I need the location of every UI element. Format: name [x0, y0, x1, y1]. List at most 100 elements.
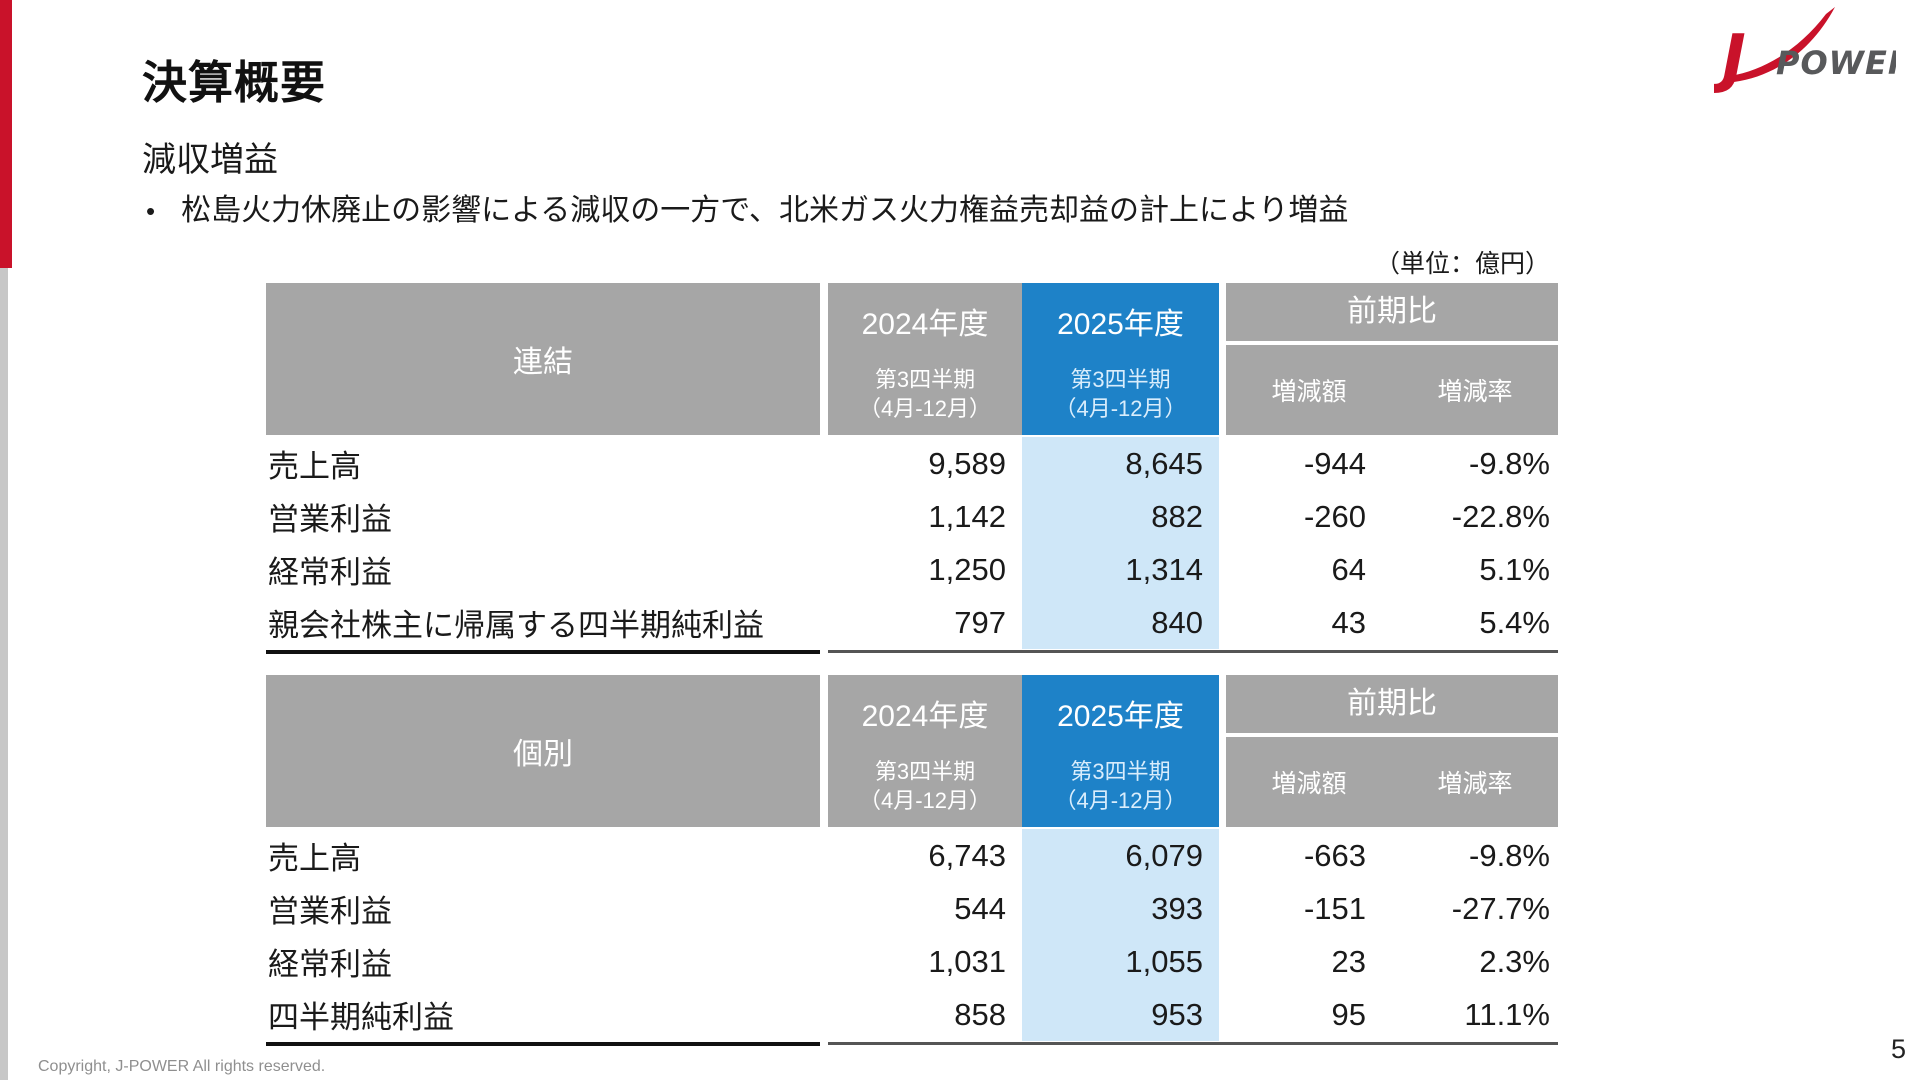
- column-gap: [1219, 675, 1226, 827]
- comparison-title: 前期比: [1226, 283, 1558, 341]
- fy2025-year-label: 2025年度: [1057, 308, 1184, 341]
- fy2024-header-cell: 2024年度 第3四半期 （4月-12月）: [828, 675, 1022, 827]
- fy2024-value: 1,031: [928, 943, 1006, 979]
- fy2025-period-line1: 第3四半期: [1070, 366, 1171, 392]
- jpower-logo: J POWER: [1714, 7, 1896, 96]
- row-label: 売上高: [268, 449, 361, 484]
- fy2024-value: 544: [954, 890, 1006, 926]
- table-row: 営業利益 544 393 -151 -27.7%: [266, 882, 1558, 935]
- fy2024-year-label: 2024年度: [861, 308, 989, 341]
- row-label: 営業利益: [268, 894, 392, 929]
- bottom-border-left: [266, 1042, 820, 1046]
- logo-swoosh-icon: [1730, 7, 1835, 82]
- row-label: 四半期純利益: [268, 1000, 454, 1035]
- fy2024-value: 9,589: [928, 445, 1006, 481]
- fy2025-value: 840: [1022, 596, 1219, 649]
- table-row: 経常利益 1,031 1,055 23 2.3%: [266, 935, 1558, 988]
- fy2025-value: 8,645: [1022, 437, 1219, 490]
- fy2024-value: 1,250: [928, 551, 1006, 587]
- scope-header-cell: 連結: [266, 283, 820, 435]
- change-amount-value: -260: [1303, 498, 1366, 534]
- table-row: 四半期純利益 858 953 95 11.1%: [266, 988, 1558, 1041]
- logo-wordmark: POWER: [1776, 44, 1896, 82]
- page-number: 5: [1890, 1034, 1906, 1064]
- nonconsolidated-table-body: 売上高 6,743 6,079 -663 -9.8% 営業利益 544 393 …: [266, 829, 1558, 1041]
- change-rate-value: 5.4%: [1479, 604, 1550, 640]
- fy2025-value: 1,055: [1022, 935, 1219, 988]
- row-label: 親会社株主に帰属する四半期純利益: [268, 608, 764, 643]
- table-bottom-border: [266, 650, 1558, 654]
- change-amount-header: 増減額: [1271, 378, 1347, 406]
- change-rate-value: 5.1%: [1479, 551, 1550, 587]
- column-gap: [820, 675, 828, 827]
- consolidated-table-body: 売上高 9,589 8,645 -944 -9.8% 営業利益 1,142 88…: [266, 437, 1558, 649]
- fy2025-period-line1: 第3四半期: [1070, 758, 1171, 784]
- fy2024-period-line1: 第3四半期: [874, 758, 976, 784]
- summary-bullet-text: 松島火力休廃止の影響による減収の一方で、北米ガス火力権益売却益の計上により増益: [181, 194, 1349, 227]
- table-row: 売上高 6,743 6,079 -663 -9.8%: [266, 829, 1558, 882]
- copyright-text: Copyright, J-POWER All rights reserved.: [38, 1058, 326, 1075]
- fy2024-value: 858: [954, 996, 1006, 1032]
- row-label: 経常利益: [268, 947, 392, 982]
- change-rate-value: 11.1%: [1464, 996, 1550, 1032]
- column-gap: [1219, 283, 1226, 435]
- change-rate-value: 2.3%: [1479, 943, 1550, 979]
- fy2024-value: 797: [954, 604, 1006, 640]
- fy2024-year-label: 2024年度: [861, 700, 989, 733]
- comparison-title: 前期比: [1226, 675, 1558, 733]
- scope-header-cell: 個別: [266, 675, 820, 827]
- comparison-divider: [1226, 733, 1558, 737]
- bottom-border-left: [266, 650, 820, 654]
- change-amount-value: -663: [1303, 837, 1366, 873]
- comparison-subheaders: 増減額 増減率: [1226, 737, 1558, 827]
- change-amount-value: 23: [1331, 943, 1366, 979]
- table-row: 売上高 9,589 8,645 -944 -9.8%: [266, 437, 1558, 490]
- fy2024-value: 1,142: [928, 498, 1006, 534]
- fy2025-period-label: 第3四半期 （4月-12月）: [1054, 757, 1186, 815]
- change-amount-value: 64: [1331, 551, 1366, 587]
- consolidated-table-header: 連結 2024年度 第3四半期 （4月-12月） 2025年度 第3四半期 （4…: [266, 283, 1558, 435]
- fy2025-header-cell: 2025年度 第3四半期 （4月-12月）: [1022, 283, 1219, 435]
- bottom-border-right: [828, 650, 1558, 653]
- fy2025-value: 882: [1022, 490, 1219, 543]
- page-title: 決算概要: [142, 57, 327, 108]
- change-rate-value: -27.7%: [1451, 890, 1550, 926]
- fy2024-period-label: 第3四半期 （4月-12月）: [859, 365, 991, 423]
- fy2025-value: 1,314: [1022, 543, 1219, 596]
- page-subtitle: 減収増益: [142, 141, 278, 179]
- change-amount-value: 95: [1331, 996, 1366, 1032]
- column-gap: [820, 283, 828, 435]
- comparison-subheaders: 増減額 増減率: [1226, 345, 1558, 435]
- fy2024-value: 6,743: [928, 837, 1006, 873]
- row-label: 営業利益: [268, 502, 392, 537]
- left-edge-gray-bar: [0, 268, 8, 1080]
- fy2025-value: 393: [1022, 882, 1219, 935]
- table-row: 親会社株主に帰属する四半期純利益 797 840 43 5.4%: [266, 596, 1558, 649]
- fy2025-year-label: 2025年度: [1057, 700, 1184, 733]
- nonconsolidated-table-header: 個別 2024年度 第3四半期 （4月-12月） 2025年度 第3四半期 （4…: [266, 675, 1558, 827]
- fy2025-value: 6,079: [1022, 829, 1219, 882]
- unit-note: （単位：億円）: [1374, 250, 1550, 278]
- change-rate-value: -22.8%: [1451, 498, 1550, 534]
- table-row: 経常利益 1,250 1,314 64 5.1%: [266, 543, 1558, 596]
- comparison-header-cell: 前期比 増減額 増減率: [1226, 675, 1558, 827]
- fy2024-period-line1: 第3四半期: [874, 366, 976, 392]
- fy2025-period-label: 第3四半期 （4月-12月）: [1054, 365, 1186, 423]
- comparison-header-cell: 前期比 増減額 増減率: [1226, 283, 1558, 435]
- bottom-border-right: [828, 1042, 1558, 1045]
- fy2025-header-cell: 2025年度 第3四半期 （4月-12月）: [1022, 675, 1219, 827]
- change-amount-value: -944: [1303, 445, 1366, 481]
- fy2024-period-label: 第3四半期 （4月-12月）: [859, 757, 991, 815]
- fy2024-header-cell: 2024年度 第3四半期 （4月-12月）: [828, 283, 1022, 435]
- change-amount-value: 43: [1331, 604, 1366, 640]
- change-amount-header: 増減額: [1271, 770, 1347, 798]
- change-amount-value: -151: [1303, 890, 1366, 926]
- fy2025-value: 953: [1022, 988, 1219, 1041]
- change-rate-value: -9.8%: [1469, 445, 1550, 481]
- comparison-divider: [1226, 341, 1558, 345]
- fy2025-period-line2: （4月-12月）: [1054, 395, 1187, 421]
- change-rate-header: 増減率: [1437, 378, 1513, 406]
- summary-bullet: • 松島火力休廃止の影響による減収の一方で、北米ガス火力権益売却益の計上により増…: [146, 192, 1348, 230]
- change-rate-value: -9.8%: [1469, 837, 1550, 873]
